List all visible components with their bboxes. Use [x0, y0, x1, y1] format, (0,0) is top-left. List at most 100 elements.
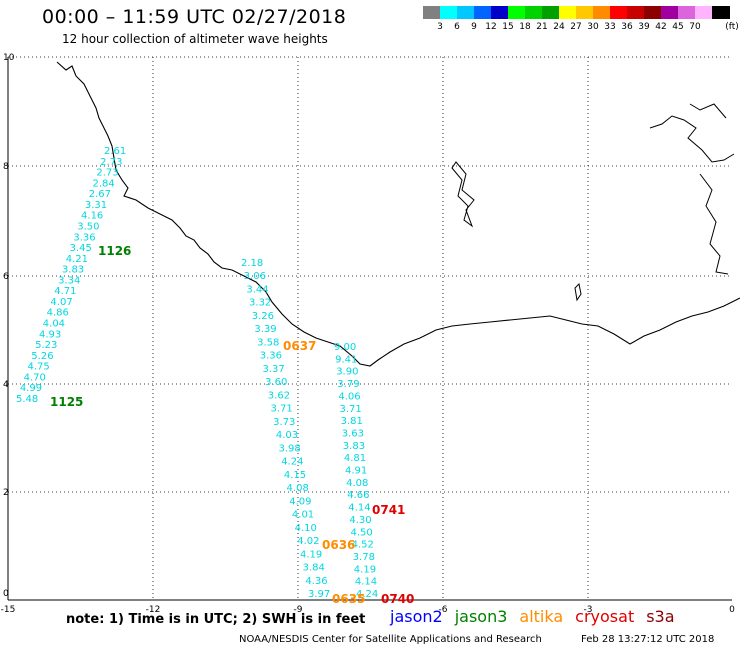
swh-value: 4.21	[66, 254, 88, 265]
x-tick-label: -9	[294, 605, 303, 615]
swh-value: 4.09	[289, 496, 311, 507]
swh-value: 4.24	[281, 457, 303, 468]
colorbar-label: 18	[519, 22, 531, 32]
satellite-legend-jason2: jason2	[390, 607, 443, 626]
swh-value: 4.91	[345, 466, 367, 477]
satellite-legend: jason2 jason3 altika cryosat s3a	[390, 607, 687, 626]
swh-value: 3.31	[85, 200, 107, 211]
map-subtitle: 12 hour collection of altimeter wave hei…	[62, 32, 328, 46]
y-tick-label: 4	[3, 380, 9, 390]
swh-value: 4.86	[47, 308, 69, 319]
swh-value: 4.03	[276, 430, 298, 441]
colorbar-label: 12	[485, 22, 497, 32]
swh-value: 3.84	[303, 563, 325, 574]
footnote: note: 1) Time is in UTC; 2) SWH is in fe…	[66, 612, 366, 627]
colorbar-label: 27	[570, 22, 582, 32]
swh-value: 5.48	[16, 394, 38, 405]
swh-value: 2.73	[100, 157, 122, 168]
y-tick-label: 8	[3, 162, 9, 172]
swh-value: 3.37	[262, 364, 284, 375]
swh-value: 4.08	[287, 483, 309, 494]
swh-value: 3.73	[273, 417, 295, 428]
track-id-label: 0741	[372, 503, 405, 517]
colorbar-label: 42	[655, 22, 667, 32]
swh-value: 3.81	[341, 416, 363, 427]
swh-value: 3.60	[265, 377, 287, 388]
swh-value: 3.98	[279, 443, 301, 454]
niger-delta-rivers	[649, 103, 735, 275]
colorbar-label: 36	[621, 22, 633, 32]
colorbar-label: 24	[553, 22, 565, 32]
y-tick-label: 0	[3, 589, 9, 599]
colorbar-swatch	[457, 6, 475, 19]
track-id-label: 0636	[322, 538, 355, 552]
swh-value: 4.30	[349, 515, 371, 526]
satellite-legend-jason3: jason3	[454, 607, 508, 626]
swh-value: 4.70	[24, 372, 46, 383]
colorbar-label: 6	[454, 22, 460, 32]
y-tick-label: 6	[3, 272, 9, 282]
swh-value: 3.32	[249, 298, 271, 309]
swh-value: 3.36	[260, 351, 282, 362]
colorbar-swatch	[474, 6, 492, 19]
colorbar-swatch	[627, 6, 645, 19]
swh-value: 4.19	[354, 564, 376, 575]
colorbar-swatch	[559, 6, 577, 19]
colorbar-swatch	[491, 6, 509, 19]
colorbar-swatch	[593, 6, 611, 19]
swh-value: 4.99	[20, 383, 42, 394]
lat-lon-grid: -15 -12 -9 -6 -3 0 0 2 4 6 8 10	[1, 53, 735, 615]
colorbar-swatch	[712, 6, 730, 19]
colorbar-label: 9	[471, 22, 477, 32]
colorbar-swatch	[542, 6, 560, 19]
swh-value: 2.18	[241, 258, 263, 269]
satellite-legend-s3a: s3a	[646, 607, 675, 626]
swh-value: 4.14	[355, 577, 377, 588]
swh-value: 3.36	[73, 232, 95, 243]
bioko-island	[574, 282, 582, 302]
swh-value: 2.84	[93, 178, 115, 189]
swh-value: 3.26	[252, 311, 274, 322]
swh-value: 2.67	[89, 189, 111, 200]
swh-value: 5.23	[35, 340, 57, 351]
swh-value: 4.07	[50, 297, 72, 308]
swh-value: 4.36	[305, 576, 327, 587]
colorbar-label: 70	[689, 22, 701, 32]
colorbar-label: 21	[536, 22, 548, 32]
swh-value: 4.14	[348, 503, 370, 514]
colorbar-swatch	[576, 6, 594, 19]
colorbar-swatch	[440, 6, 458, 19]
colorbar-swatch	[644, 6, 662, 19]
track-id-label: 1126	[98, 244, 131, 258]
swh-value: 3.50	[77, 221, 99, 232]
generated-timestamp: Feb 28 13:27:12 UTC 2018	[581, 634, 715, 645]
swh-value: 4.71	[54, 286, 76, 297]
swh-value: 4.01	[292, 510, 314, 521]
colorbar-swatch	[678, 6, 696, 19]
colorbar-swatch	[695, 6, 713, 19]
swh-value: 5.26	[31, 351, 53, 362]
colorbar-unit: (ft)	[725, 22, 739, 32]
swh-value: 3.78	[353, 552, 375, 563]
y-tick-label: 2	[3, 488, 9, 498]
colorbar-swatch	[508, 6, 526, 19]
x-tick-label: -6	[439, 605, 448, 615]
satellite-legend-altika: altika	[519, 607, 564, 626]
x-tick-label: -12	[146, 605, 161, 615]
swh-value: 3.97	[308, 589, 330, 600]
swh-value: 9.41	[335, 354, 357, 365]
swh-value: 9.00	[334, 342, 356, 353]
swh-value: 3.62	[268, 390, 290, 401]
colorbar-swatch	[661, 6, 679, 19]
swh-value: 4.10	[295, 523, 317, 534]
track-id-label: 0635	[332, 592, 365, 606]
x-tick-label: 0	[729, 605, 735, 615]
swh-value: 4.06	[338, 391, 360, 402]
map-title: 00:00 – 11:59 UTC 02/27/2018	[42, 6, 347, 28]
swh-value: 2.61	[104, 146, 126, 157]
colorbar-label: 33	[604, 22, 616, 32]
colorbar-swatch	[525, 6, 543, 19]
x-tick-label: -3	[584, 605, 593, 615]
altimeter-tracks: 2.612.732.732.842.673.314.163.503.363.45…	[16, 146, 414, 606]
colorbar-swatch	[610, 6, 628, 19]
